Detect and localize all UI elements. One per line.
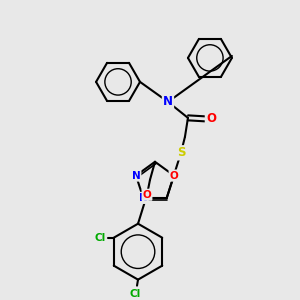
Text: Cl: Cl (94, 233, 105, 243)
Text: N: N (163, 95, 173, 108)
Text: Cl: Cl (129, 289, 141, 298)
Text: O: O (169, 171, 178, 181)
Text: N: N (139, 193, 148, 203)
Text: S: S (177, 146, 185, 159)
Text: N: N (132, 171, 140, 181)
Text: O: O (142, 190, 152, 200)
Text: O: O (206, 112, 216, 125)
